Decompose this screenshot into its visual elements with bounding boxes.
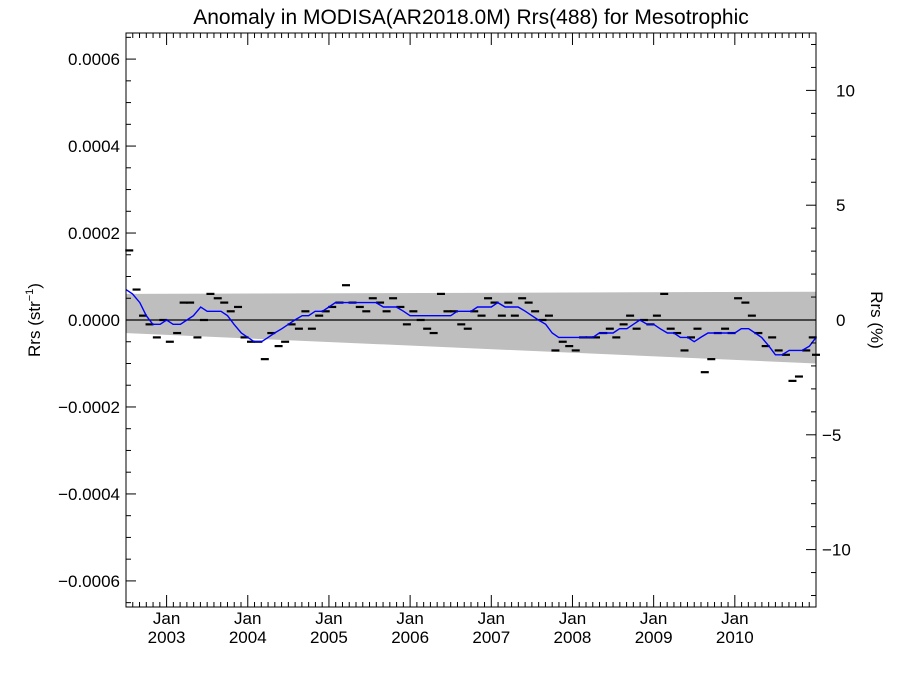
- x-tick-label-month: Jan: [315, 609, 342, 628]
- x-tick-label-year: 2005: [310, 628, 348, 647]
- right-tick-label: 5: [836, 196, 845, 215]
- right-y-axis: 10 5 0 −5 −10: [806, 43, 855, 597]
- x-tick-label-month: Jan: [640, 609, 667, 628]
- x-axis: Jan2003Jan2004Jan2005Jan2006Jan2007Jan20…: [125, 33, 817, 647]
- x-tick-label-year: 2006: [391, 628, 429, 647]
- y-axis-left-label-close: ): [25, 283, 44, 289]
- y-axis-left-label: Rrs (str−1): [24, 283, 44, 357]
- left-y-axis: 0.0006 0.0004 0.0002 0.0000 −0.0002 −0.0004 −0…: [58, 36, 136, 604]
- right-tick-label: 10: [836, 81, 855, 100]
- chart-title: Anomaly in MODISA(AR2018.0M) Rrs(488) fo…: [193, 6, 749, 29]
- x-tick-label-year: 2009: [635, 628, 673, 647]
- x-tick-label-month: Jan: [153, 609, 180, 628]
- x-tick-label-month: Jan: [234, 609, 261, 628]
- left-tick-label: 0.0000: [68, 311, 120, 330]
- x-tick-label-month: Jan: [721, 609, 748, 628]
- left-tick-label: −0.0004: [58, 485, 120, 504]
- x-tick-label-month: Jan: [396, 609, 423, 628]
- y-axis-left-label-superscript: −1: [24, 289, 36, 302]
- trend-path: [125, 289, 817, 356]
- left-tick-label: 0.0002: [68, 224, 120, 243]
- x-tick-label-year: 2010: [716, 628, 754, 647]
- y-axis-right-label: Rrs (%): [867, 291, 886, 349]
- plot-area: [125, 32, 820, 608]
- left-tick-label: −0.0006: [58, 572, 120, 591]
- trend-line: [125, 289, 817, 356]
- left-tick-label: −0.0002: [58, 398, 120, 417]
- x-tick-label-year: 2007: [472, 628, 510, 647]
- x-tick-label-year: 2008: [554, 628, 592, 647]
- right-tick-label: −10: [822, 541, 851, 560]
- y-axis-left-label-main: Rrs (str: [25, 301, 44, 357]
- left-tick-label: 0.0006: [68, 50, 120, 69]
- x-tick-label-month: Jan: [478, 609, 505, 628]
- right-tick-label: 0: [836, 311, 845, 330]
- right-tick-label: −5: [822, 426, 841, 445]
- x-tick-label-year: 2004: [229, 628, 267, 647]
- left-tick-label: 0.0004: [68, 137, 120, 156]
- x-tick-label-month: Jan: [559, 609, 586, 628]
- x-tick-label-year: 2003: [148, 628, 186, 647]
